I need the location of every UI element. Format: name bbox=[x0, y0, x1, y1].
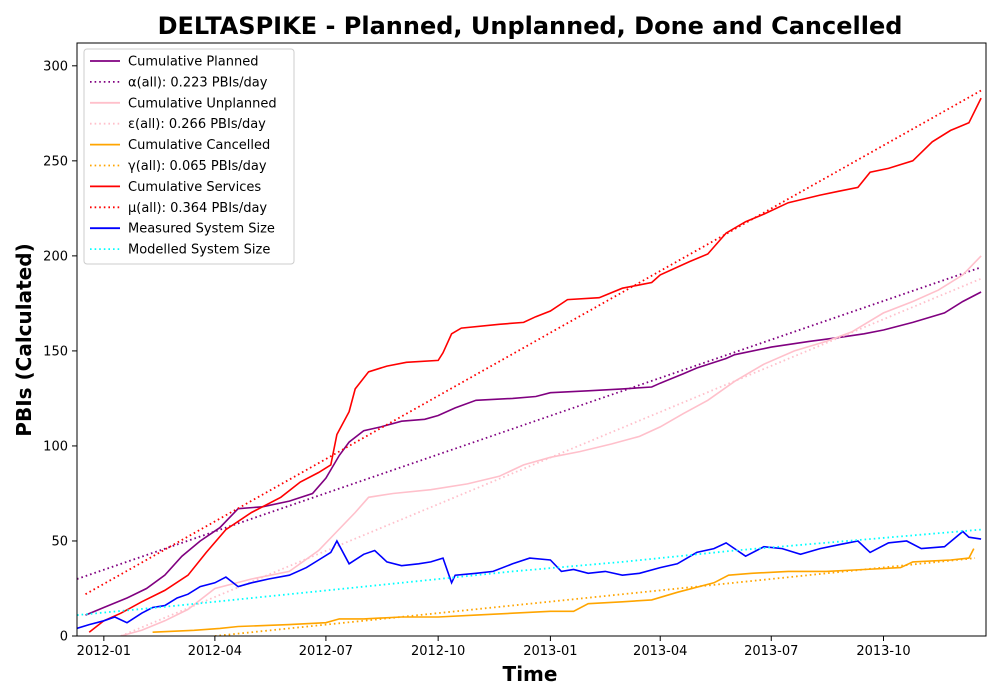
x-axis-title: Time bbox=[503, 662, 558, 686]
series-line-6 bbox=[88, 97, 982, 633]
plot-frame bbox=[76, 42, 987, 637]
series-lines bbox=[77, 89, 982, 636]
legend-label-1: α(all): 0.223 PBIs/day bbox=[128, 75, 268, 90]
x-tick-label-5: 2013-04 bbox=[633, 644, 687, 659]
x-tick-label-4: 2013-01 bbox=[523, 644, 577, 659]
legend-label-4: Cumulative Cancelled bbox=[128, 138, 270, 153]
y-tick-label-3: 150 bbox=[43, 344, 68, 359]
y-tick-label-5: 250 bbox=[43, 154, 68, 169]
series-line-9 bbox=[77, 528, 982, 616]
y-tick-label-6: 300 bbox=[43, 59, 68, 74]
legend-label-9: Modelled System Size bbox=[128, 243, 270, 258]
legend-label-5: γ(all): 0.065 PBIs/day bbox=[128, 159, 267, 174]
y-tick-label-2: 100 bbox=[43, 439, 68, 454]
series-line-0 bbox=[85, 291, 982, 616]
x-tick-label-3: 2012-10 bbox=[411, 644, 465, 659]
legend: Cumulative Planned α(all): 0.223 PBIs/day… bbox=[83, 48, 295, 265]
x-tick-label-6: 2013-07 bbox=[744, 644, 798, 659]
y-tick-label-4: 200 bbox=[43, 249, 68, 264]
series-line-4 bbox=[152, 548, 975, 633]
series-line-3 bbox=[120, 277, 982, 636]
series-line-8 bbox=[77, 530, 982, 630]
chart-title: DELTASPIKE - Planned, Unplanned, Done an… bbox=[158, 12, 903, 40]
y-axis: 0 50 100 150 200 250 300 bbox=[43, 59, 77, 645]
series-line-7 bbox=[85, 89, 982, 595]
x-tick-label-1: 2012-04 bbox=[188, 644, 242, 659]
legend-label-0: Cumulative Planned bbox=[128, 55, 258, 70]
legend-label-2: Cumulative Unplanned bbox=[128, 96, 277, 111]
legend-box bbox=[83, 48, 295, 265]
y-axis-title: PBIs (Calculated) bbox=[12, 243, 36, 436]
legend-label-6: Cumulative Services bbox=[128, 180, 261, 195]
series-line-1 bbox=[77, 266, 982, 580]
series-line-5 bbox=[214, 557, 976, 636]
x-axis: 2012-01 2012-04 2012-07 2012-10 2013-01 2013-… bbox=[77, 636, 911, 659]
plot-area bbox=[76, 42, 987, 637]
x-tick-label-7: 2013-10 bbox=[856, 644, 910, 659]
y-tick-label-1: 50 bbox=[51, 534, 68, 549]
x-tick-label-2: 2012-07 bbox=[299, 644, 353, 659]
series-line-2 bbox=[120, 255, 982, 636]
y-tick-label-0: 0 bbox=[60, 630, 68, 645]
x-tick-label-0: 2012-01 bbox=[77, 644, 131, 659]
legend-label-7: μ(all): 0.364 PBIs/day bbox=[128, 201, 267, 216]
legend-label-8: Measured System Size bbox=[128, 222, 275, 237]
legend-label-3: ε(all): 0.266 PBIs/day bbox=[128, 117, 266, 132]
